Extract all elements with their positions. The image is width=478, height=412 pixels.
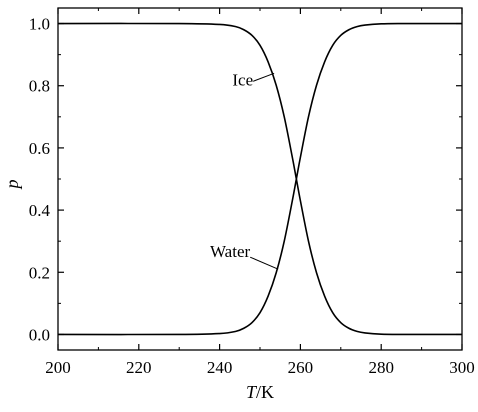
y-tick-label: 0.6 xyxy=(29,139,50,158)
x-tick-label: 300 xyxy=(449,358,475,377)
x-axis-ticks: 200 220 240 260 280 300 xyxy=(45,8,475,377)
x-tick-label: 260 xyxy=(288,358,314,377)
plot-frame xyxy=(57,7,463,351)
x-axis-label: T/K xyxy=(246,382,274,402)
y-tick-label: 0.2 xyxy=(29,263,50,282)
y-tick-label: 1.0 xyxy=(29,15,50,34)
x-tick-label: 280 xyxy=(368,358,394,377)
y-axis-label: p xyxy=(2,180,22,191)
annotation-ice: Ice xyxy=(232,70,253,89)
series-line-water xyxy=(57,22,462,336)
annotation-water: Water xyxy=(210,242,250,261)
annotation-leader-ice xyxy=(252,72,275,82)
x-tick-label: 240 xyxy=(207,358,233,377)
y-axis-ticks: 0.0 0.2 0.4 0.6 0.8 1.0 xyxy=(29,15,462,344)
series-lines xyxy=(57,22,462,336)
x-tick-label: 200 xyxy=(45,358,71,377)
annotation-leader-water xyxy=(249,256,279,270)
y-tick-label: 0.8 xyxy=(29,77,50,96)
y-tick-label: 0.0 xyxy=(29,325,50,344)
series-line-ice xyxy=(57,22,462,336)
x-axis-label-symbol: T xyxy=(246,382,258,402)
y-tick-label: 0.4 xyxy=(29,201,51,220)
x-tick-label: 220 xyxy=(126,358,152,377)
x-axis-label-unit: /K xyxy=(256,382,274,402)
annotations: Ice Water xyxy=(210,70,279,270)
